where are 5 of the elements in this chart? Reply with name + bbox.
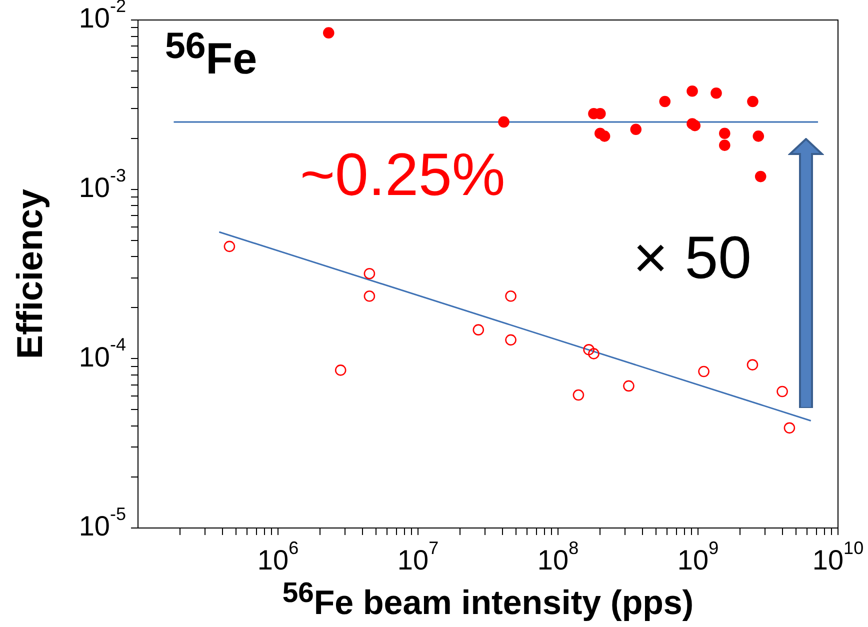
annotation: $^{56}$Fe bbox=[165, 25, 258, 84]
annotation: × 50 bbox=[633, 224, 752, 291]
y-axis-title: Efficiency bbox=[9, 188, 51, 360]
x-axis-title: $^{56}$Fe beam intensity (pps) bbox=[282, 576, 694, 624]
annotation: ~0.25% bbox=[300, 141, 506, 208]
